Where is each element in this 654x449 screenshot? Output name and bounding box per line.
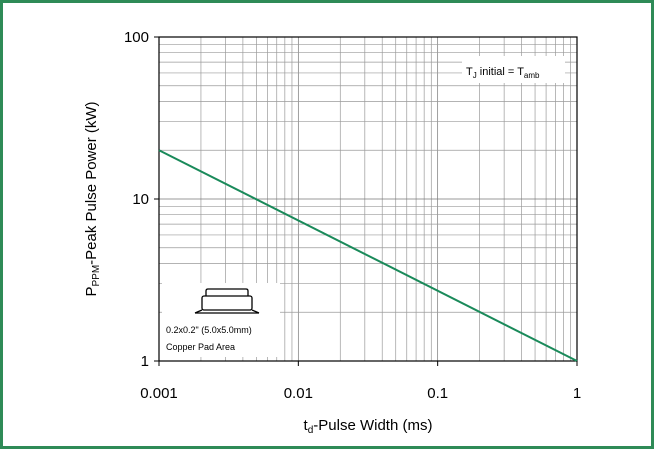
annotation-box: TJ initial = Tamb (462, 56, 565, 83)
inset-label-size: 0.2x0.2" (5.0x5.0mm) (166, 325, 252, 335)
y-tick-label: 10 (132, 191, 149, 208)
y-tick-label: 1 (141, 353, 149, 370)
x-tick-label: 1 (573, 385, 581, 402)
x-tick-label: 0.001 (140, 385, 178, 402)
y-axis-title: PPPM-Peak Pulse Power (kW) (83, 101, 102, 296)
x-axis-title: td-Pulse Width (ms) (304, 417, 433, 436)
y-tick-label: 100 (124, 29, 149, 46)
annotation-text: TJ initial = Tamb (466, 66, 540, 80)
inset-label-pad: Copper Pad Area (166, 342, 235, 352)
pad-inset: 0.2x0.2" (5.0x5.0mm) Copper Pad Area (162, 283, 280, 357)
pad-package-icon (194, 288, 260, 314)
x-tick-label: 0.01 (284, 385, 313, 402)
series-line (158, 149, 578, 362)
x-tick-label: 0.1 (427, 385, 448, 402)
